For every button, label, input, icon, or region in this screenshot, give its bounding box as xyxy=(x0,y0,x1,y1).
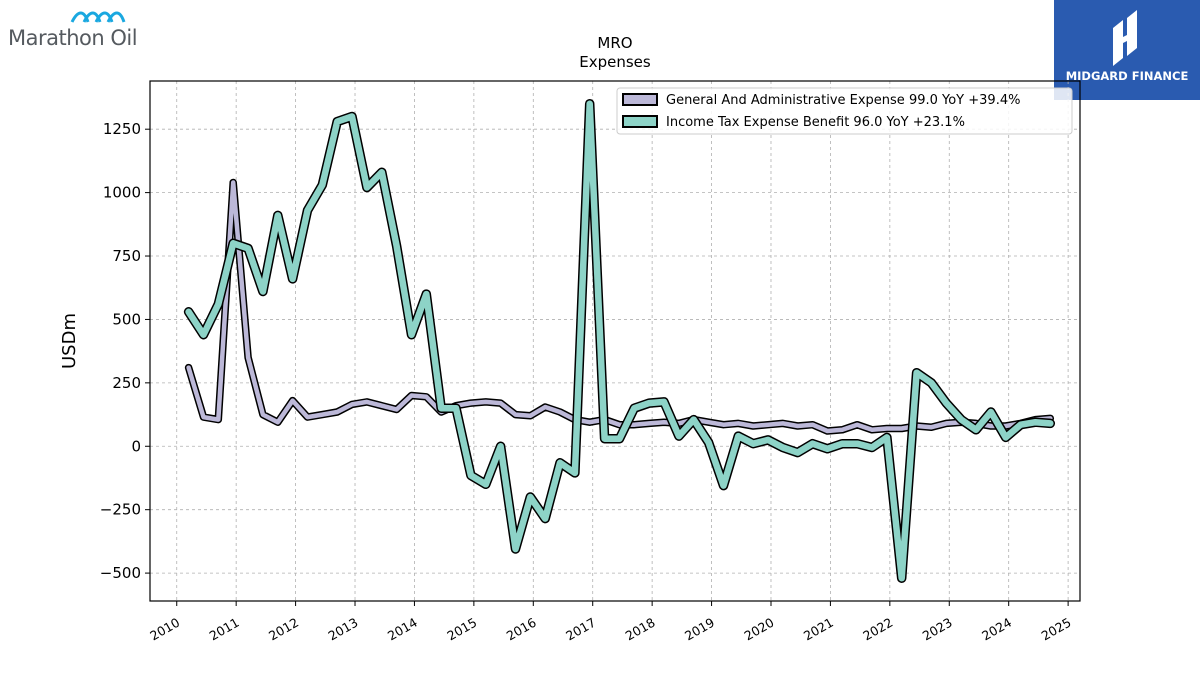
marathon-oil-logo-text: Marathon Oil xyxy=(8,26,138,50)
x-tick-label: 2019 xyxy=(682,615,717,644)
y-tick-label: −250 xyxy=(100,501,141,519)
legend-box xyxy=(616,87,1073,135)
legend-swatch xyxy=(622,115,658,128)
y-tick-label: 1250 xyxy=(103,120,141,138)
y-tick-label: 0 xyxy=(131,437,141,455)
y-tick-label: −500 xyxy=(100,564,141,582)
y-axis-label: USDm xyxy=(59,313,80,369)
x-tick-label: 2020 xyxy=(741,615,776,644)
x-tick-label: 2012 xyxy=(266,615,301,644)
plot-frame xyxy=(149,80,1081,602)
x-tick-label: 2018 xyxy=(623,615,658,644)
x-tick-label: 2024 xyxy=(979,615,1014,644)
grid-lines xyxy=(150,81,1080,601)
x-tick-label: 2010 xyxy=(147,615,182,644)
legend-label: Income Tax Expense Benefit 96.0 YoY +23.… xyxy=(666,115,965,130)
midgard-finance-emblem-icon xyxy=(1113,10,1137,66)
x-tick-label: 2017 xyxy=(563,615,598,644)
y-tick-label: 500 xyxy=(112,310,141,328)
x-tick-label: 2014 xyxy=(385,615,420,644)
x-tick-label: 2011 xyxy=(207,615,242,644)
marathon-oil-wave-icon xyxy=(70,11,126,23)
chart-subtitle: Expenses xyxy=(579,53,651,71)
midgard-finance-logo-text: MIDGARD FINANCE xyxy=(1065,69,1189,83)
legend-label: General And Administrative Expense 99.0 … xyxy=(666,93,1020,108)
midgard-finance-logo: MIDGARD FINANCE xyxy=(1054,0,1200,100)
series-line-1 xyxy=(185,100,1054,582)
x-tick-label: 2013 xyxy=(325,615,360,644)
chart-title: MRO xyxy=(597,34,632,52)
x-tick-label: 2023 xyxy=(920,615,955,644)
y-tick-label: 250 xyxy=(112,374,141,392)
legend: General And Administrative Expense 99.0 … xyxy=(616,87,1073,135)
x-tick-label: 2022 xyxy=(860,615,895,644)
marathon-oil-logo: Marathon Oil xyxy=(8,6,153,51)
x-tick-label: 2016 xyxy=(504,615,539,644)
y-tick-label: 750 xyxy=(112,247,141,265)
x-tick-label: 2025 xyxy=(1039,615,1074,644)
y-tick-label: 1000 xyxy=(103,184,141,202)
series-lines xyxy=(183,99,1056,583)
legend-swatch xyxy=(622,93,658,106)
series-outline-0 xyxy=(184,178,1055,435)
x-tick-label: 2015 xyxy=(444,615,479,644)
series-line-0 xyxy=(186,180,1053,434)
x-tick-label: 2021 xyxy=(801,615,836,644)
series-outline-1 xyxy=(183,99,1056,583)
